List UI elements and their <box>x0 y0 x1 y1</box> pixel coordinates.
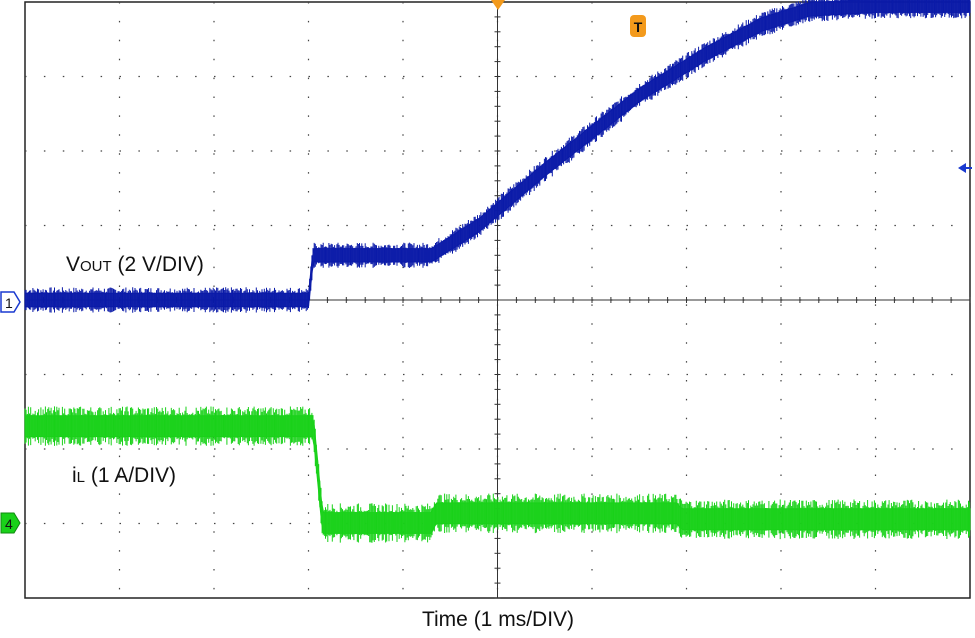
trigger-level-arrow <box>958 163 972 173</box>
svg-text:1: 1 <box>5 295 13 311</box>
il-label-sub: L <box>77 469 85 486</box>
il-trace-label: iL (1 A/DIV) <box>72 464 176 487</box>
trace-noise <box>24 0 971 313</box>
vout-label-main: V <box>66 253 80 276</box>
x-axis-label: Time (1 ms/DIV) <box>422 608 574 631</box>
il-label-scale: (1 A/DIV) <box>85 464 176 487</box>
il-label-main: i <box>72 464 77 487</box>
channel-1-marker: 1 <box>0 291 21 313</box>
trace-noise <box>24 406 971 543</box>
channel-4-marker: 4 <box>0 512 21 534</box>
vout-label-scale: (2 V/DIV) <box>112 253 204 276</box>
svg-text:T: T <box>634 19 643 35</box>
trigger-t-marker: T <box>630 15 646 37</box>
vout-trace-label: VOUT (2 V/DIV) <box>66 253 204 276</box>
svg-text:4: 4 <box>5 516 13 532</box>
trigger-position-marker <box>491 0 505 10</box>
vout-label-sub: OUT <box>80 258 112 275</box>
vout-trace <box>24 0 971 313</box>
trace-layer <box>24 0 971 543</box>
il-trace <box>24 406 971 543</box>
